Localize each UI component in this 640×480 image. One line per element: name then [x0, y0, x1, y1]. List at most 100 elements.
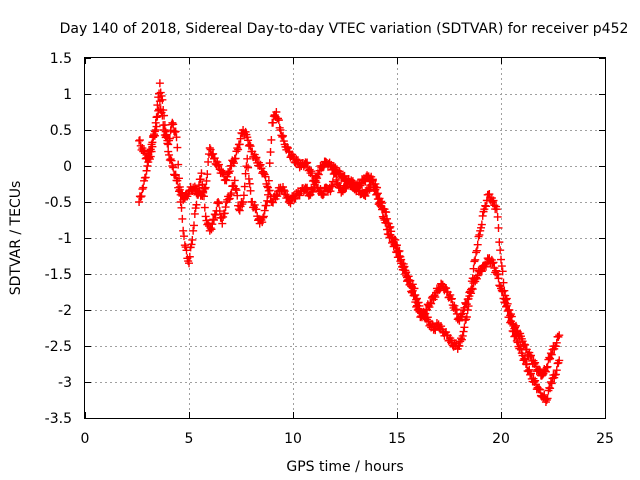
data-point [262, 201, 271, 210]
data-point [244, 163, 253, 172]
data-point [390, 240, 399, 249]
data-point [501, 302, 510, 311]
data-point [214, 160, 223, 169]
data-point [220, 209, 229, 218]
data-point [492, 205, 501, 214]
data-point [367, 172, 376, 181]
data-point [376, 201, 385, 210]
data-point [472, 248, 481, 257]
data-point [473, 271, 482, 280]
data-point [147, 147, 156, 156]
data-point [494, 223, 503, 232]
data-point [221, 203, 230, 212]
y-tick-label: -2 [58, 303, 72, 319]
data-point [240, 182, 249, 191]
series-track-b [135, 79, 564, 407]
data-point [464, 294, 473, 303]
data-point [171, 170, 180, 179]
data-point [406, 280, 415, 289]
data-point [474, 232, 483, 241]
data-point [260, 206, 269, 215]
data-point [551, 370, 560, 379]
data-point [400, 266, 409, 275]
data-point [361, 192, 370, 201]
data-point [420, 310, 429, 319]
data-point [536, 385, 545, 394]
data-point [382, 218, 391, 227]
data-point [552, 366, 561, 375]
data-point [180, 232, 189, 241]
data-point [295, 191, 304, 200]
data-point [304, 191, 313, 200]
data-point [286, 199, 295, 208]
data-point [410, 291, 419, 300]
x-tick-labels: 0 5 10 15 20 25 [81, 431, 614, 447]
data-point [502, 301, 511, 310]
data-point [258, 218, 267, 227]
data-point [460, 323, 469, 332]
data-point [257, 164, 266, 173]
data-point [408, 286, 417, 295]
data-point [230, 176, 239, 185]
data-point [190, 209, 199, 218]
data-points [135, 79, 564, 407]
data-point [546, 349, 555, 358]
data-point [319, 189, 328, 198]
data-point [274, 116, 283, 125]
data-point [496, 246, 505, 255]
data-point [328, 182, 337, 191]
data-point [204, 157, 213, 166]
data-point [276, 126, 285, 134]
data-point [231, 154, 240, 163]
data-point [244, 136, 253, 145]
data-point [382, 208, 391, 217]
y-tick-label: -2.5 [45, 339, 72, 355]
y-tick-label: -0.5 [45, 195, 72, 211]
data-point [168, 162, 177, 170]
data-point [188, 235, 197, 244]
data-point [498, 287, 507, 296]
data-point [229, 159, 238, 168]
data-point [469, 264, 478, 273]
data-point [442, 284, 451, 293]
data-point [146, 152, 155, 161]
data-point [489, 258, 498, 267]
data-point [259, 169, 268, 178]
data-point [431, 326, 440, 335]
data-point [552, 338, 561, 347]
data-point [265, 186, 274, 195]
data-point [506, 311, 515, 320]
data-point [459, 327, 468, 336]
data-point [543, 394, 552, 403]
data-point [473, 240, 482, 249]
data-point [425, 303, 434, 312]
data-point [468, 285, 477, 294]
data-point [162, 130, 171, 139]
data-point [151, 126, 160, 134]
data-point [200, 203, 209, 212]
data-point [201, 183, 210, 192]
data-point [446, 290, 455, 299]
data-point [217, 214, 226, 223]
x-tick-label: 25 [596, 431, 614, 447]
data-point [218, 219, 227, 228]
x-tick-label: 0 [81, 431, 90, 447]
data-point [488, 259, 497, 268]
data-point [542, 363, 551, 372]
data-point [155, 79, 164, 88]
data-point [452, 305, 461, 314]
data-point [168, 118, 177, 127]
data-point [139, 183, 148, 192]
data-point [274, 114, 283, 123]
data-point [156, 88, 165, 97]
data-point [493, 212, 502, 221]
data-point [203, 170, 212, 179]
data-point [447, 294, 456, 303]
data-point [450, 301, 459, 310]
data-point [356, 181, 365, 190]
data-point [185, 259, 193, 268]
data-point [526, 369, 535, 378]
data-point [239, 198, 248, 206]
data-point [310, 183, 319, 192]
data-point [511, 321, 520, 330]
